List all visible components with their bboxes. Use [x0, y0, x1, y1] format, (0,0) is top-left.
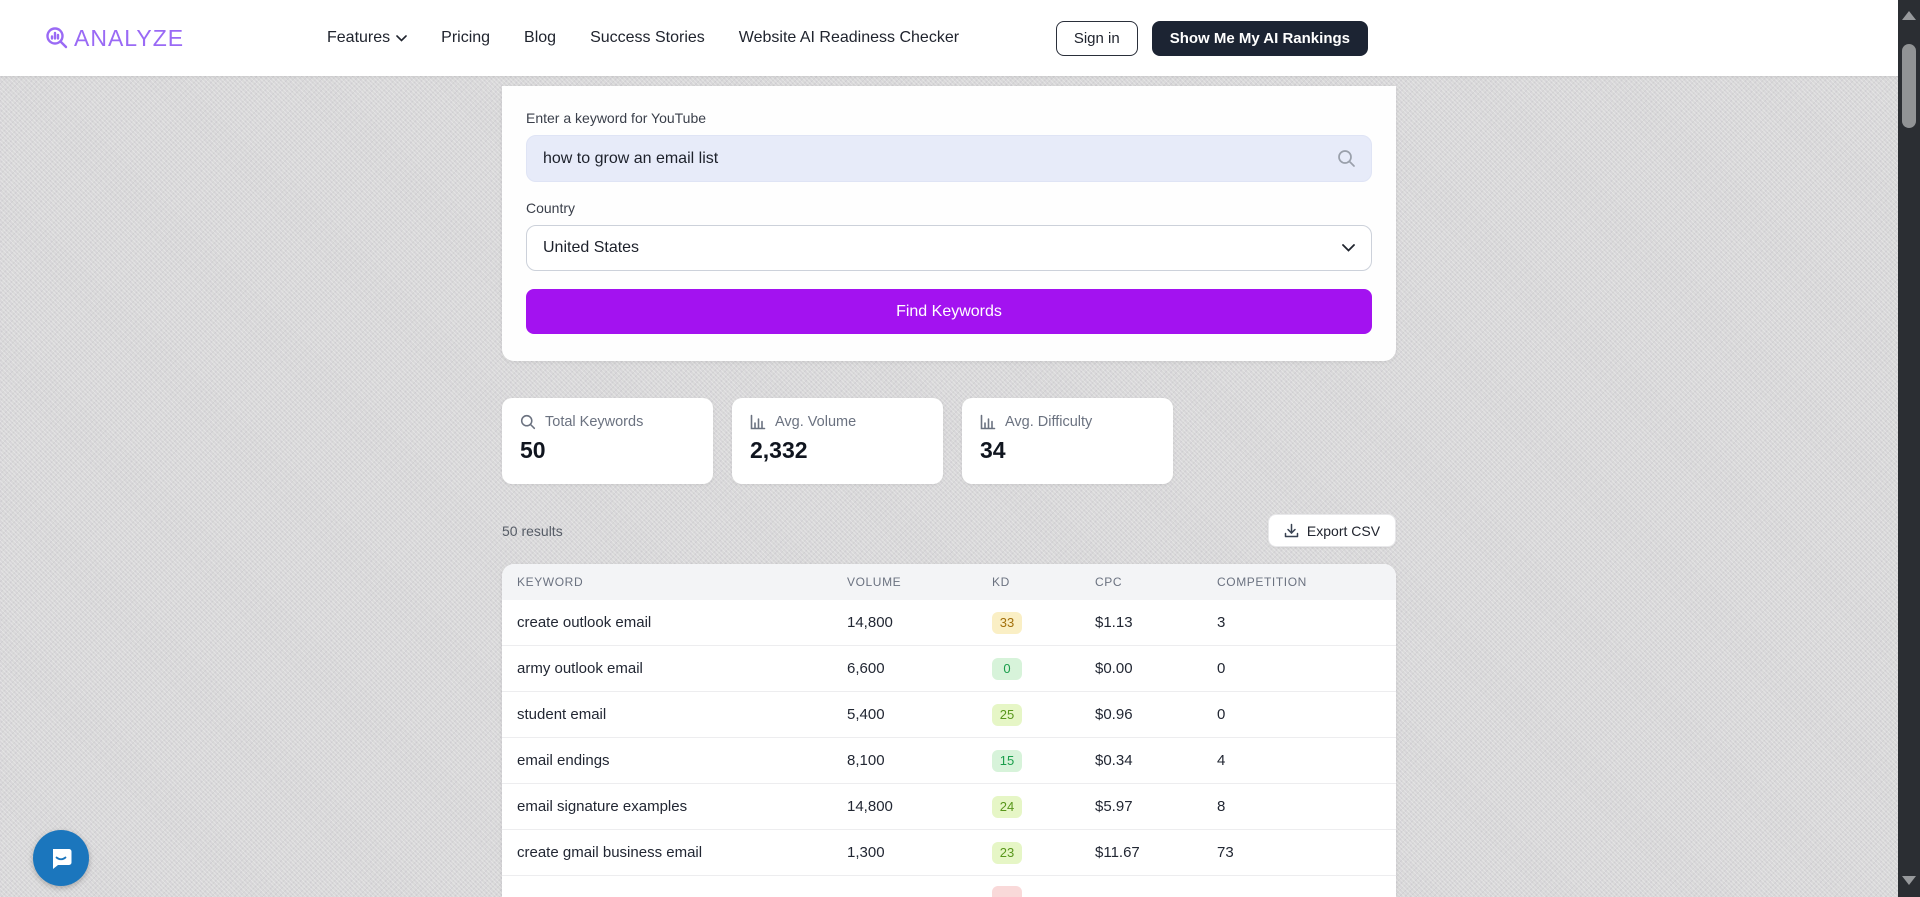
brand-name: ANALYZE [74, 24, 185, 51]
cell-volume: 1,300 [847, 844, 885, 861]
cell-keyword: student email [517, 706, 607, 723]
table-row[interactable]: create gmail business email 1,300 23 $11… [502, 830, 1396, 876]
brand-logo[interactable]: ANALYZE [44, 0, 184, 76]
nav-item-pricing[interactable]: Pricing [441, 29, 491, 46]
scrollbar-thumb[interactable] [1902, 44, 1916, 128]
nav-item-blog[interactable]: Blog [524, 29, 557, 46]
search-icon [520, 414, 536, 430]
cell-volume: 8,100 [847, 752, 885, 769]
chevron-down-icon [1342, 244, 1355, 252]
cell-competition: 3 [1217, 614, 1226, 631]
stats-row: Total Keywords 50 Avg. Volume 2,332 Avg.… [502, 398, 1173, 484]
kd-badge: 0 [992, 657, 1022, 680]
country-select[interactable]: United States [526, 225, 1372, 271]
cell-cpc: $5.97 [1095, 798, 1133, 815]
cell-cpc: $0.34 [1095, 752, 1133, 769]
keyword-input-wrap [526, 135, 1372, 182]
col-competition: COMPETITION [1217, 575, 1307, 589]
scrollbar-down-button[interactable] [1898, 867, 1920, 893]
keyword-search-card: Enter a keyword for YouTube Country Unit… [502, 86, 1396, 361]
table-row[interactable]: email signature examples 14,800 24 $5.97… [502, 784, 1396, 830]
export-csv-label: Export CSV [1306, 522, 1381, 539]
stat-value: 2,332 [750, 437, 808, 463]
nav-item-ai-readiness-checker[interactable]: Website AI Readiness Checker [738, 29, 960, 46]
cell-keyword: army outlook email [517, 660, 643, 677]
stat-label: Avg. Difficulty [1005, 414, 1093, 430]
export-csv-button[interactable]: Export CSV [1268, 514, 1396, 547]
nav-item-label: Features [327, 29, 391, 46]
ai-rankings-button[interactable]: Show Me My AI Rankings [1151, 20, 1368, 56]
cell-cpc: $1.13 [1095, 614, 1133, 631]
keyword-input[interactable] [526, 135, 1372, 182]
cell-competition: 0 [1217, 706, 1226, 723]
cell-volume: 5,400 [847, 706, 885, 723]
col-kd: KD [992, 575, 1010, 589]
chevron-down-icon [396, 34, 407, 42]
analyze-logo-icon [44, 25, 70, 51]
bar-chart-icon [980, 414, 996, 430]
cell-keyword: email endings [517, 752, 610, 769]
cell-cpc: $11.67 [1095, 844, 1140, 861]
avg-difficulty-card: Avg. Difficulty 34 [962, 398, 1173, 484]
search-icon [1337, 149, 1356, 168]
cell-cpc: $0.00 [1095, 660, 1133, 677]
scrollbar-up-button[interactable] [1898, 2, 1920, 28]
arrow-down-icon [1902, 875, 1916, 885]
kd-badge [992, 885, 1022, 897]
keywords-table: KEYWORD VOLUME KD CPC COMPETITION create… [502, 564, 1396, 897]
col-keyword: KEYWORD [517, 575, 584, 589]
stat-label: Total Keywords [545, 414, 644, 430]
kd-badge: 15 [992, 749, 1022, 772]
cell-competition: 73 [1217, 844, 1234, 861]
country-select-value: United States [543, 239, 640, 256]
col-volume: VOLUME [847, 575, 902, 589]
scrollbar[interactable] [1898, 0, 1920, 897]
table-row[interactable]: create outlook email 14,800 33 $1.13 3 [502, 600, 1396, 646]
kd-badge: 25 [992, 703, 1022, 726]
cell-cpc: $0.96 [1095, 706, 1133, 723]
cell-keyword: create outlook email [517, 614, 652, 631]
avg-volume-card: Avg. Volume 2,332 [732, 398, 943, 484]
chat-launcher-button[interactable] [33, 830, 89, 886]
top-navbar: ANALYZE Features Pricing Blog Success St… [0, 0, 1920, 76]
nav-item-success-stories[interactable]: Success Stories [590, 29, 705, 46]
stat-label: Avg. Volume [775, 414, 857, 430]
sign-in-button[interactable]: Sign in [1055, 20, 1138, 56]
table-row[interactable]: student email 5,400 25 $0.96 0 [502, 692, 1396, 738]
cell-keyword: create gmail business email [517, 844, 703, 861]
cell-competition: 8 [1217, 798, 1226, 815]
cell-competition: 0 [1217, 660, 1226, 677]
cell-keyword: email signature examples [517, 798, 688, 815]
kd-badge: 33 [992, 611, 1022, 634]
nav-links: Features Pricing Blog Success Stories We… [327, 0, 959, 76]
cell-competition: 4 [1217, 752, 1226, 769]
cell-volume: 6,600 [847, 660, 885, 677]
kd-badge: 24 [992, 795, 1022, 818]
table-row[interactable]: email endings 8,100 15 $0.34 4 [502, 738, 1396, 784]
stat-value: 50 [520, 437, 546, 463]
total-keywords-card: Total Keywords 50 [502, 398, 713, 484]
find-keywords-button[interactable]: Find Keywords [526, 289, 1372, 334]
table-row[interactable] [502, 876, 1396, 897]
cell-volume: 14,800 [847, 614, 893, 631]
keyword-label: Enter a keyword for YouTube [526, 110, 707, 126]
results-count: 50 results [502, 523, 563, 539]
nav-actions: Sign in Show Me My AI Rankings [1055, 0, 1368, 76]
kd-badge: 23 [992, 841, 1022, 864]
stat-value: 34 [980, 437, 1006, 463]
arrow-up-icon [1902, 10, 1916, 20]
country-label: Country [526, 200, 576, 216]
bar-chart-icon [750, 414, 766, 430]
cell-volume: 14,800 [847, 798, 893, 815]
table-row[interactable]: army outlook email 6,600 0 $0.00 0 [502, 646, 1396, 692]
table-header: KEYWORD VOLUME KD CPC COMPETITION [502, 564, 1396, 600]
chat-bubble-icon [47, 844, 75, 872]
nav-item-features[interactable]: Features [327, 29, 407, 47]
download-icon [1284, 523, 1299, 538]
col-cpc: CPC [1095, 575, 1123, 589]
